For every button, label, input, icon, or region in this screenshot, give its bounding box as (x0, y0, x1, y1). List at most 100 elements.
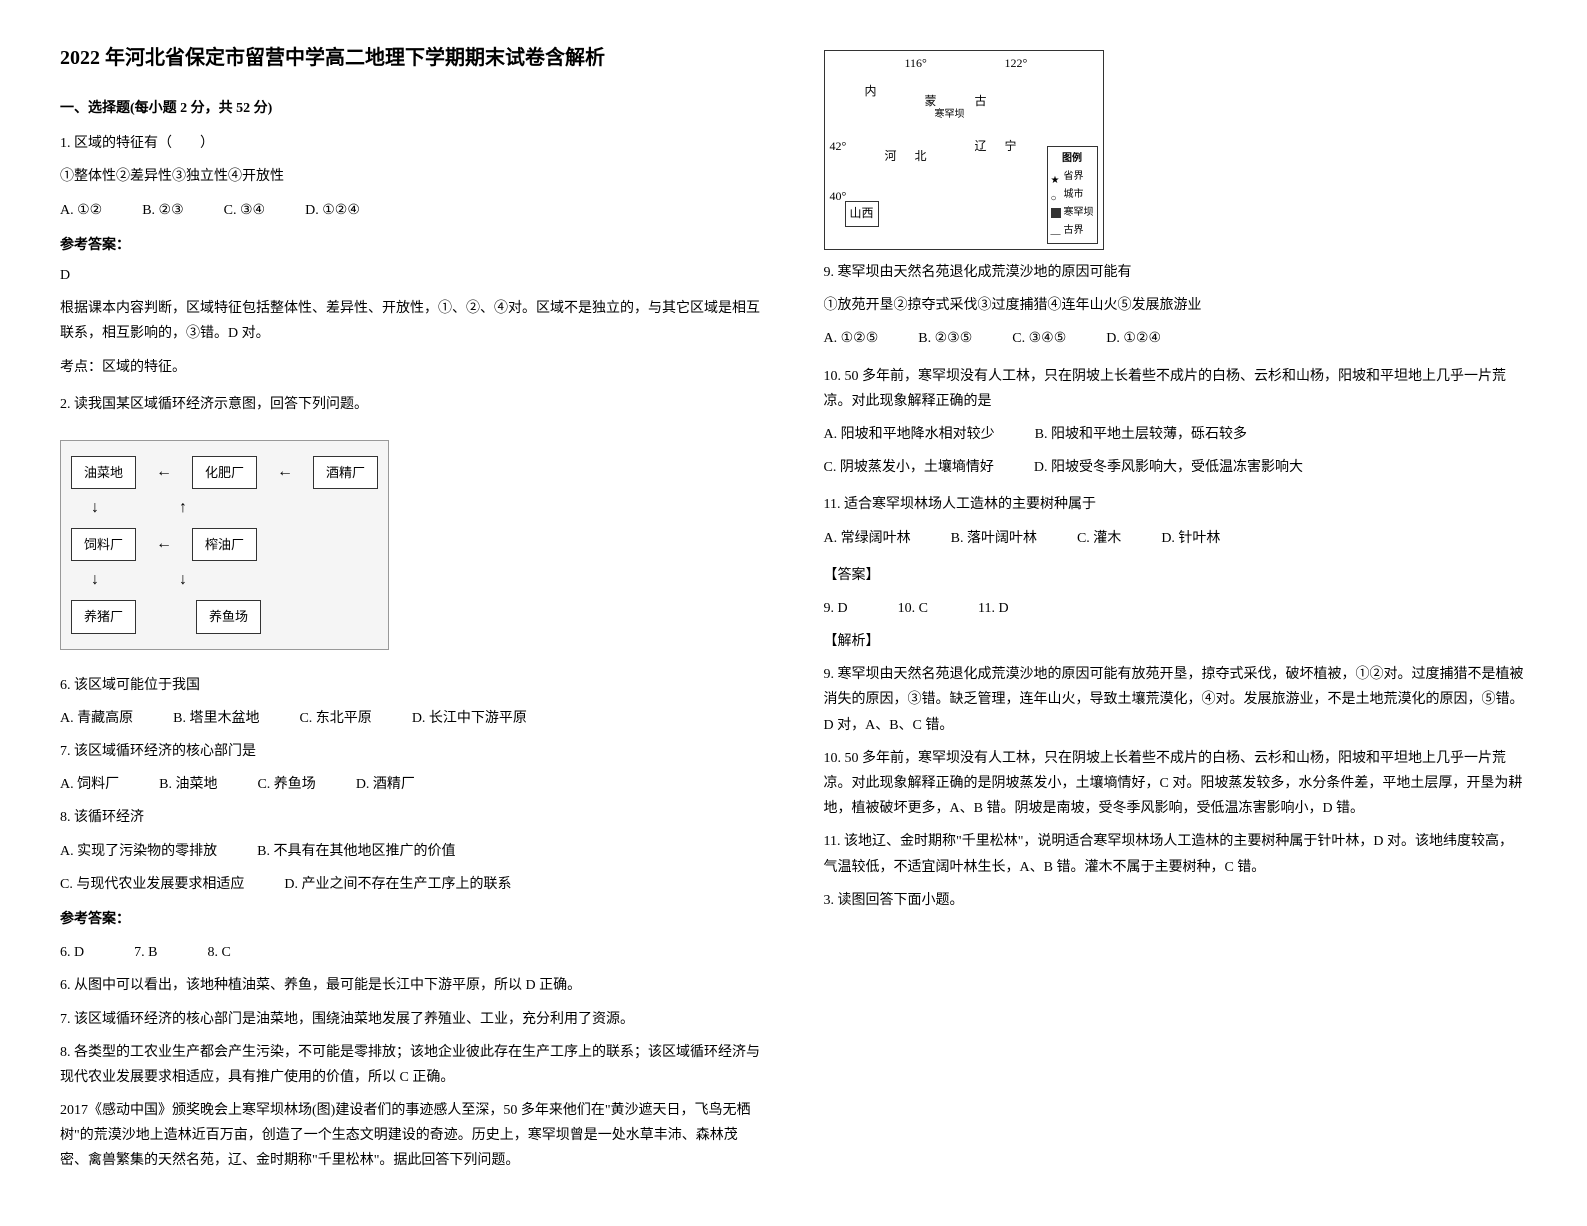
q10-optD: D. 阳坡受冬季风影响大，受低温冻害影响大 (1034, 455, 1303, 480)
q8-optC: C. 与现代农业发展要求相适应 (60, 872, 244, 897)
ans9: 9. D (824, 596, 848, 621)
flow-cell-1: 油菜地 (71, 456, 136, 489)
q8-stem: 8. 该循环经济 (60, 805, 764, 830)
map-region1: 内 (865, 81, 877, 103)
map-region7: 宁 (1005, 136, 1017, 158)
q6-optB: B. 塔里木盆地 (173, 706, 259, 731)
square-icon (1051, 208, 1061, 218)
q6-optD: D. 长江中下游平原 (412, 706, 527, 731)
q6-optC: C. 东北平原 (299, 706, 371, 731)
legend1: 省界 (1064, 168, 1084, 186)
flow-cell-2: 化肥厂 (192, 456, 257, 489)
q1-sub: ①整体性②差异性③独立性④开放性 (60, 164, 764, 189)
q1-optB: B. ②③ (142, 198, 183, 223)
map-legend: 图例 ★省界 ○城市 寒罕坝 —古界 (1047, 146, 1098, 244)
q7-optB: B. 油菜地 (159, 772, 217, 797)
q9-stem: 9. 寒罕坝由天然名苑退化成荒漠沙地的原因可能有 (824, 260, 1528, 285)
ans7: 7. B (134, 940, 157, 965)
q9-optD: D. ①②④ (1106, 326, 1161, 351)
q1-options: A. ①② B. ②③ C. ③④ D. ①②④ (60, 198, 764, 223)
q1-optC: C. ③④ (224, 198, 265, 223)
q10-stem: 10. 50 多年前，寒罕坝没有人工林，只在阴坡上长着些不成片的白杨、云杉和山杨… (824, 364, 1528, 414)
analysis6: 6. 从图中可以看出，该地种植油菜、养鱼，最可能是长江中下游平原，所以 D 正确… (60, 973, 764, 998)
map-region8: 山西 (845, 201, 879, 227)
legend2: 城市 (1064, 186, 1084, 204)
map-region4: 河 (885, 146, 897, 168)
map-coord1: 116° (905, 53, 927, 75)
q11-options: A. 常绿阔叶林 B. 落叶阔叶林 C. 灌木 D. 针叶林 (824, 526, 1528, 551)
q2-stem: 2. 读我国某区域循环经济示意图，回答下列问题。 (60, 392, 764, 417)
q3-stem: 3. 读图回答下面小题。 (824, 888, 1528, 913)
flow-cell-3: 酒精厂 (313, 456, 378, 489)
q1-stem: 1. 区域的特征有（ ） (60, 131, 764, 156)
arrow-icon: ↓ (91, 494, 99, 523)
map-region5: 北 (915, 146, 927, 168)
ans11: 11. D (978, 596, 1009, 621)
q8-optA: A. 实现了污染物的零排放 (60, 839, 217, 864)
q10-options-row1: A. 阳坡和平地降水相对较少 B. 阳坡和平地土层较薄，砾石较多 (824, 422, 1528, 447)
q1-analysis2: 考点：区域的特征。 (60, 355, 764, 380)
ans10: 10. C (898, 596, 928, 621)
q9-optB: B. ②③⑤ (918, 326, 972, 351)
arrow-icon: ↓ (91, 566, 99, 595)
map-marker: 寒罕坝 (935, 106, 965, 124)
map-region6: 辽 (975, 136, 987, 158)
flow-cell-4: 饲料厂 (71, 528, 136, 561)
flow-cell-7: 养鱼场 (196, 600, 261, 633)
question-1: 1. 区域的特征有（ ） ①整体性②差异性③独立性④开放性 A. ①② B. ②… (60, 131, 764, 380)
question-9: 9. 寒罕坝由天然名苑退化成荒漠沙地的原因可能有 ①放苑开垦②掠夺式采伐③过度捕… (824, 260, 1528, 352)
q1-optA: A. ①② (60, 198, 102, 223)
arrow-icon: ← (156, 458, 172, 487)
analysis-label: 【解析】 (824, 629, 1528, 654)
q10-optC: C. 阴坡蒸发小，土壤墒情好 (824, 455, 994, 480)
analysis10: 10. 50 多年前，寒罕坝没有人工林，只在阴坡上长着些不成片的白杨、云杉和山杨… (824, 746, 1528, 822)
analysis11: 11. 该地辽、金时期称"千里松林"，说明适合寒罕坝林场人工造林的主要树种属于针… (824, 829, 1528, 879)
q7-optA: A. 饲料厂 (60, 772, 119, 797)
map-region3: 古 (975, 91, 987, 113)
arrow-icon: ← (156, 530, 172, 559)
question-2: 2. 读我国某区域循环经济示意图，回答下列问题。 油菜地 ← 化肥厂 ← 酒精厂… (60, 392, 764, 1174)
arrow-icon: ← (277, 458, 293, 487)
line-icon: — (1051, 226, 1061, 236)
circle-icon: ○ (1051, 190, 1061, 200)
answers-row: 9. D 10. C 11. D (824, 596, 1528, 621)
analysis8: 8. 各类型的工农业生产都会产生污染，不可能是零排放；该地企业彼此存在生产工序上… (60, 1040, 764, 1090)
q11-optB: B. 落叶阔叶林 (951, 526, 1037, 551)
exam-title: 2022 年河北省保定市留营中学高二地理下学期期末试卷含解析 (60, 40, 764, 76)
q8-options-row1: A. 实现了污染物的零排放 B. 不具有在其他地区推广的价值 (60, 839, 764, 864)
q1-answer: D (60, 263, 764, 288)
flow-cell-6: 养猪厂 (71, 600, 136, 633)
q6-stem: 6. 该区域可能位于我国 (60, 673, 764, 698)
map-diagram: 116° 122° 内 蒙 古 寒罕坝 42° 河 北 辽 宁 40° 山西 图… (824, 50, 1104, 250)
right-column: 116° 122° 内 蒙 古 寒罕坝 42° 河 北 辽 宁 40° 山西 图… (824, 40, 1528, 1186)
q1-analysis1: 根据课本内容判断，区域特征包括整体性、差异性、开放性，①、②、④对。区域不是独立… (60, 296, 764, 346)
q11-optA: A. 常绿阔叶林 (824, 526, 911, 551)
ans8: 8. C (207, 940, 230, 965)
arrow-icon: ↑ (179, 494, 187, 523)
q2-answer-label: 参考答案： (60, 907, 764, 932)
ans6: 6. D (60, 940, 84, 965)
legend-title: 图例 (1051, 150, 1094, 168)
flow-diagram: 油菜地 ← 化肥厂 ← 酒精厂 ↓ ↑ 饲料厂 ← 榨油厂 (60, 440, 389, 650)
q7-stem: 7. 该区域循环经济的核心部门是 (60, 739, 764, 764)
analysis9: 9. 寒罕坝由天然名苑退化成荒漠沙地的原因可能有放苑开垦，掠夺式采伐，破坏植被，… (824, 662, 1528, 738)
q8-optD: D. 产业之间不存在生产工序上的联系 (284, 872, 511, 897)
answers-label: 【答案】 (824, 563, 1528, 588)
q1-answer-label: 参考答案： (60, 233, 764, 258)
analysis7: 7. 该区域循环经济的核心部门是油菜地，围绕油菜地发展了养殖业、工业，充分利用了… (60, 1007, 764, 1032)
flow-cell-5: 榨油厂 (192, 528, 257, 561)
q6-options: A. 青藏高原 B. 塔里木盆地 C. 东北平原 D. 长江中下游平原 (60, 706, 764, 731)
q11-optC: C. 灌木 (1077, 526, 1121, 551)
question-10: 10. 50 多年前，寒罕坝没有人工林，只在阴坡上长着些不成片的白杨、云杉和山杨… (824, 364, 1528, 481)
q2-answers: 6. D 7. B 8. C (60, 940, 764, 965)
map-lat1: 42° (830, 136, 847, 158)
q9-optA: A. ①②⑤ (824, 326, 879, 351)
q9-optC: C. ③④⑤ (1012, 326, 1066, 351)
arrow-icon: ↓ (179, 566, 187, 595)
q10-options-row2: C. 阴坡蒸发小，土壤墒情好 D. 阳坡受冬季风影响大，受低温冻害影响大 (824, 455, 1528, 480)
q10-optA: A. 阳坡和平地降水相对较少 (824, 422, 995, 447)
q9-sub: ①放苑开垦②掠夺式采伐③过度捕猎④连年山火⑤发展旅游业 (824, 293, 1528, 318)
q10-optB: B. 阳坡和平地土层较薄，砾石较多 (1035, 422, 1247, 447)
map-coord2: 122° (1005, 53, 1028, 75)
q8-optB: B. 不具有在其他地区推广的价值 (257, 839, 455, 864)
